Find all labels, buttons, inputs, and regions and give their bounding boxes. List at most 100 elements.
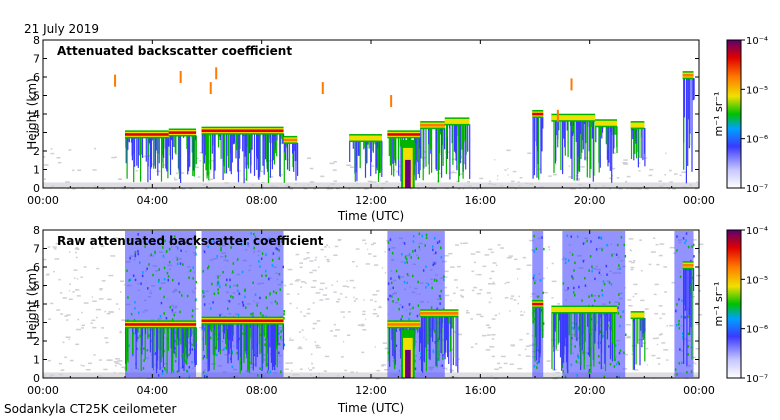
fall-streak <box>296 142 298 161</box>
noise-speck <box>479 315 484 318</box>
noise-speck <box>115 156 117 158</box>
noise-speck-colored <box>676 249 678 252</box>
noise-speck <box>611 167 616 170</box>
noise-speck-colored <box>136 347 138 350</box>
noise-speck-colored <box>420 356 422 359</box>
fall-streak <box>554 312 556 332</box>
noise-speck <box>448 252 453 255</box>
noise-speck-colored <box>690 370 693 373</box>
noise-speck <box>634 293 638 295</box>
fall-streak <box>372 141 374 153</box>
isolated-echo <box>321 82 324 95</box>
noise-speck-colored <box>276 247 279 251</box>
fall-streak <box>566 312 568 363</box>
noise-speck-colored <box>562 282 565 285</box>
noise-speck <box>120 280 124 282</box>
noise-speck <box>259 170 263 173</box>
noise-speck <box>487 283 492 285</box>
noise-speck <box>312 280 317 282</box>
noise-speck-colored <box>387 282 390 285</box>
fall-streak <box>276 323 279 342</box>
noise-speck <box>75 343 80 346</box>
fall-streak <box>376 141 378 168</box>
noise-speck-colored <box>432 248 434 252</box>
fall-streak <box>612 312 614 343</box>
x-tick-label: 16:00 <box>464 384 496 397</box>
noise-speck <box>377 314 379 317</box>
noise-speck <box>373 181 377 183</box>
noise-speck <box>640 270 643 272</box>
y-tick-label: 7 <box>33 243 40 256</box>
noise-speck-colored <box>687 315 689 318</box>
fall-streak <box>570 120 572 159</box>
noise-speck-colored <box>681 361 683 365</box>
fall-streak <box>378 141 380 174</box>
fall-streak <box>553 312 555 346</box>
noise-speck-colored <box>442 354 444 357</box>
noise-speck-colored <box>130 312 133 316</box>
fall-streak <box>359 141 361 169</box>
noise-speck-colored <box>432 349 434 352</box>
noise-speck <box>548 175 552 177</box>
noise-speck <box>488 248 493 251</box>
noise-speck <box>308 367 309 370</box>
noise-speck-colored <box>241 301 244 304</box>
noise-speck-colored <box>600 236 602 239</box>
noise-speck-colored <box>599 330 602 333</box>
noise-speck-colored <box>573 269 575 272</box>
noise-speck <box>73 269 78 271</box>
noise-speck <box>413 175 416 177</box>
noise-speck <box>376 290 380 292</box>
fall-streak <box>145 137 147 162</box>
noise-speck-colored <box>588 368 591 372</box>
fall-streak <box>274 133 276 150</box>
noise-speck <box>340 311 345 313</box>
noise-speck <box>580 166 585 168</box>
fall-streak <box>160 327 162 335</box>
noise-speck-colored <box>137 233 139 236</box>
noise-speck <box>355 298 358 300</box>
noise-speck <box>320 248 324 251</box>
noise-speck-colored <box>241 270 244 274</box>
fall-streak <box>600 312 603 354</box>
noise-speck-colored <box>210 240 213 244</box>
noise-speck-colored <box>178 282 180 285</box>
fall-streak <box>632 318 634 370</box>
noise-speck <box>347 311 351 313</box>
noise-speck-colored <box>162 254 165 258</box>
noise-speck <box>638 170 641 172</box>
noise-speck <box>301 281 306 283</box>
fall-streak <box>160 327 162 351</box>
noise-speck-colored <box>261 274 263 277</box>
noise-speck-colored <box>618 362 620 366</box>
noise-speck <box>494 159 496 161</box>
noise-speck-colored <box>618 375 620 379</box>
fall-streak <box>433 316 435 331</box>
noise-speck <box>68 298 73 300</box>
y-tick-label: 6 <box>33 71 40 84</box>
noise-speck <box>511 180 515 183</box>
noise-speck-colored <box>588 269 590 272</box>
fall-streak <box>243 323 245 360</box>
fall-streak <box>591 120 593 139</box>
fall-streak <box>556 120 558 136</box>
noise-speck-colored <box>250 232 252 235</box>
noise-speck <box>312 269 317 272</box>
noise-speck <box>634 369 639 371</box>
noise-speck-colored <box>533 250 535 253</box>
noise-speck-colored <box>215 346 217 350</box>
fall-streak <box>281 133 283 140</box>
noise-speck-colored <box>387 241 390 244</box>
noise-speck <box>327 260 330 263</box>
fall-streak <box>160 137 163 182</box>
noise-speck <box>473 261 476 264</box>
noise-speck-colored <box>261 252 264 255</box>
fall-streak <box>167 137 170 147</box>
noise-speck <box>452 170 454 172</box>
noise-speck <box>657 337 659 339</box>
fall-streak <box>564 120 566 148</box>
noise-speck <box>626 336 631 339</box>
noise-speck-colored <box>179 262 182 265</box>
fall-streak <box>207 133 209 176</box>
noise-speck-colored <box>146 349 149 352</box>
